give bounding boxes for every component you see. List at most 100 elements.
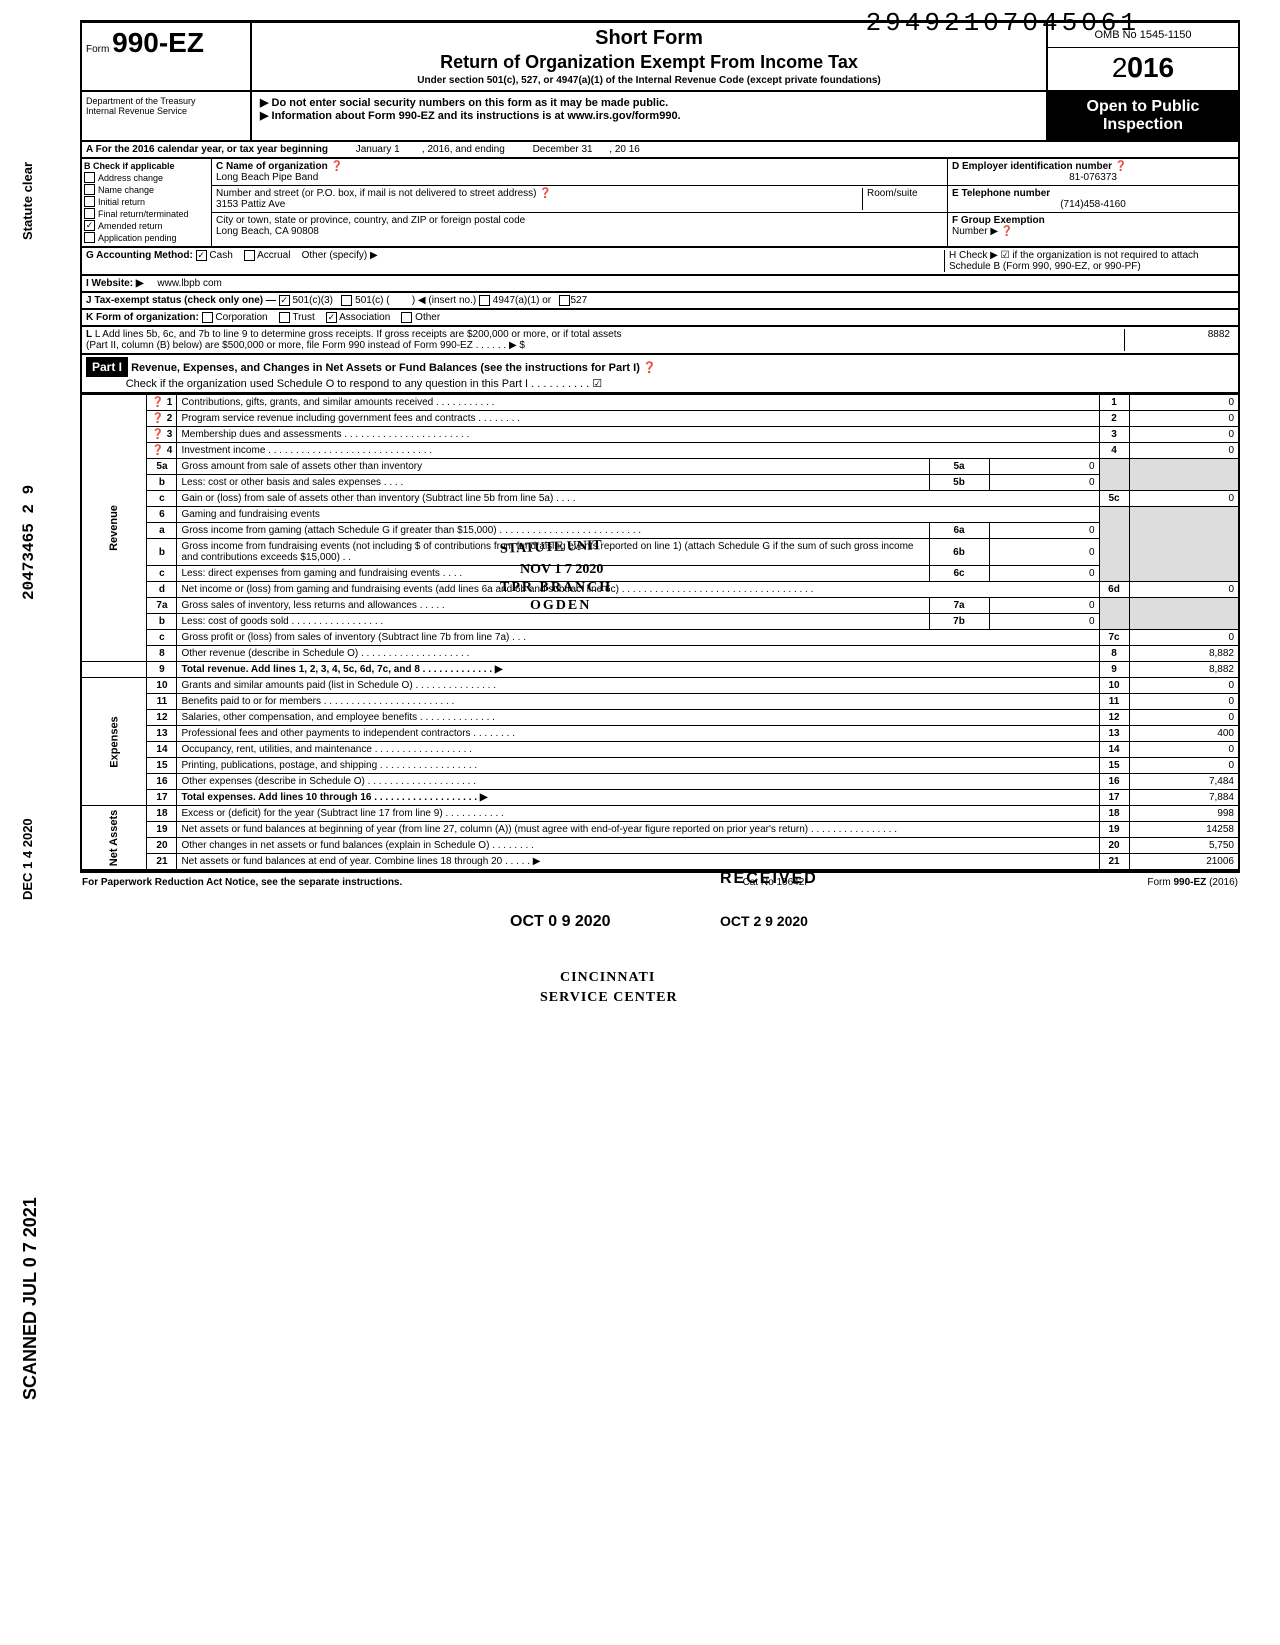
phone-value: (714)458-4160 [952,199,1234,210]
line-j: J Tax-exempt status (check only one) — ✓… [80,293,1240,310]
chk-kother[interactable] [401,312,412,323]
chk-4947[interactable] [479,295,490,306]
lno-18: 18 [147,806,177,822]
num-6a: 6a [929,523,989,539]
amt-2: 0 [1129,411,1239,427]
form-number: 990-EZ [112,27,204,58]
chk-corp[interactable] [202,312,213,323]
line-7a-text: Gross sales of inventory, less returns a… [177,598,929,614]
col-b: B Check if applicable Address change Nam… [82,159,212,246]
opt-amended: Amended return [98,221,163,231]
chk-initial[interactable] [84,196,95,207]
num-14: 14 [1099,742,1129,758]
line-7c-text: Gross profit or (loss) from sales of inv… [177,630,1099,646]
line-1-text: Contributions, gifts, grants, and simila… [177,395,1099,411]
col-de: D Employer identification number ❓ 81-07… [948,159,1238,246]
chk-final[interactable] [84,208,95,219]
amt-3: 0 [1129,427,1239,443]
line-6d-text: Net income or (loss) from gaming and fun… [177,582,1099,598]
j-527: 527 [570,295,587,306]
j-c3: 501(c)(3) [292,295,333,306]
amt-8: 8,882 [1129,646,1239,662]
c-label: C Name of organization [216,161,328,172]
amt-1: 0 [1129,395,1239,411]
num-10: 10 [1099,678,1129,694]
amt-9: 8,882 [1129,662,1239,678]
line-gh: G Accounting Method: ✓ Cash Accrual Othe… [80,248,1240,276]
num-7b: 7b [929,614,989,630]
lno-4: ❓ 4 [147,443,177,459]
amt-7a: 0 [989,598,1099,614]
chk-accrual[interactable] [244,250,255,261]
stamp-oct29: OCT 2 9 2020 [720,913,808,929]
info-url: ▶ Information about Form 990-EZ and its … [260,109,1038,122]
line-6b-text: Gross income from fundraising events (no… [177,539,929,566]
opt-pending: Application pending [98,233,177,243]
num-7c: 7c [1099,630,1129,646]
opt-initial: Initial return [98,197,145,207]
lno-19: 19 [147,822,177,838]
num-5c: 5c [1099,491,1129,507]
g-accrual: Accrual [257,250,290,261]
num-1: 1 [1099,395,1129,411]
g-label: G Accounting Method: [86,250,193,261]
chk-501c[interactable] [341,295,352,306]
line-9-text: Total revenue. Add lines 1, 2, 3, 4, 5c,… [177,662,1099,678]
lno-17: 17 [147,790,177,806]
part-i-title: Revenue, Expenses, and Changes in Net As… [131,362,640,374]
lno-7a: 7a [147,598,177,614]
num-6d: 6d [1099,582,1129,598]
side-revenue: Revenue [108,505,120,551]
chk-pending[interactable] [84,232,95,243]
num-7a: 7a [929,598,989,614]
chk-trust[interactable] [279,312,290,323]
num-12: 12 [1099,710,1129,726]
lno-6c: c [147,566,177,582]
header-row-2: Department of the Treasury Internal Reve… [80,92,1240,142]
city-label: City or town, state or province, country… [216,215,525,226]
num-3: 3 [1099,427,1129,443]
line-18-text: Excess or (deficit) for the year (Subtra… [177,806,1099,822]
g-other: Other (specify) ▶ [302,250,378,261]
form-prefix: Form [86,44,109,55]
amt-5a: 0 [989,459,1099,475]
amt-17: 7,884 [1129,790,1239,806]
line-10-text: Grants and similar amounts paid (list in… [177,678,1099,694]
lno-14: 14 [147,742,177,758]
line-16-text: Other expenses (describe in Schedule O) … [177,774,1099,790]
num-4: 4 [1099,443,1129,459]
lno-6d: d [147,582,177,598]
k-corp: Corporation [215,312,267,323]
footer-cat: Cat No 10642I [743,877,808,888]
stamp-service-center: SERVICE CENTER [540,990,678,1006]
line-a-mid: , 2016, and ending [422,144,505,155]
chk-assoc[interactable]: ✓ [326,312,337,323]
amt-6d: 0 [1129,582,1239,598]
line-2-text: Program service revenue including govern… [177,411,1099,427]
num-8: 8 [1099,646,1129,662]
street-label: Number and street (or P.O. box, if mail … [216,188,537,199]
line-17-text: Total expenses. Add lines 10 through 16 … [177,790,1099,806]
footer: For Paperwork Reduction Act Notice, see … [80,871,1240,892]
vertical-code: 20473465 2 9 [20,485,38,600]
line-6-text: Gaming and fundraising events [177,507,1099,523]
lno-13: 13 [147,726,177,742]
num-6b: 6b [929,539,989,566]
vertical-scanned: SCANNED JUL 0 7 2021 [20,1197,41,1400]
stamp-cincinnati: CINCINNATI [560,970,655,986]
dln-number: 29492107045061 [866,8,1140,38]
chk-address[interactable] [84,172,95,183]
ssn-warning: ▶ Do not enter social security numbers o… [260,96,1038,109]
line-12-text: Salaries, other compensation, and employ… [177,710,1099,726]
chk-527[interactable] [559,295,570,306]
footer-pra: For Paperwork Reduction Act Notice, see … [82,877,402,888]
chk-501c3[interactable]: ✓ [279,295,290,306]
chk-amended[interactable]: ✓ [84,220,95,231]
part-i-header-row: Part I Revenue, Expenses, and Changes in… [80,355,1240,394]
chk-cash[interactable]: ✓ [196,250,207,261]
l-text1: L Add lines 5b, 6c, and 7b to line 9 to … [95,329,622,340]
tax-year: 2𝟎201616 [1048,48,1238,89]
line-7b-text: Less: cost of goods sold . . . . . . . .… [177,614,929,630]
line-14-text: Occupancy, rent, utilities, and maintena… [177,742,1099,758]
chk-name[interactable] [84,184,95,195]
